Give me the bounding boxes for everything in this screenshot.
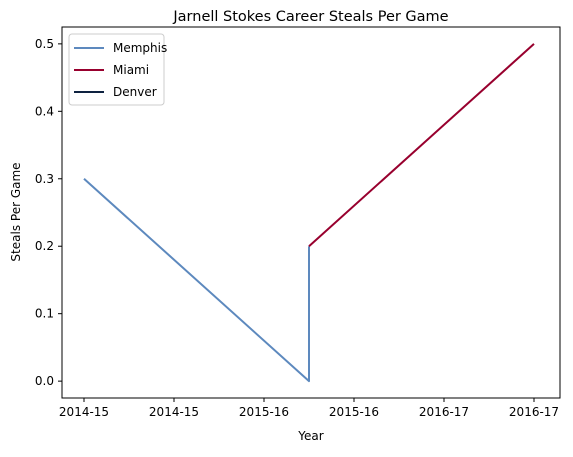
legend-item-denver: Denver xyxy=(74,85,157,99)
x-tick-label: 2016-17 xyxy=(419,405,469,419)
chart-title: Jarnell Stokes Career Steals Per Game xyxy=(172,9,448,25)
legend: Memphis Miami Denver xyxy=(68,33,167,106)
series-line-miami xyxy=(308,43,535,247)
y-tick-label: 0.0 xyxy=(35,374,54,388)
x-tick-label: 2015-16 xyxy=(239,405,289,419)
legend-item-miami: Miami xyxy=(74,63,149,77)
x-axis-title: Year xyxy=(297,429,323,443)
series-layer xyxy=(83,43,535,383)
y-tick-label: 0.1 xyxy=(35,307,54,321)
y-ticks: 0.0 0.1 0.2 0.3 0.4 0.5 xyxy=(35,37,62,388)
y-axis-title: Steals Per Game xyxy=(9,162,23,261)
series-line-memphis xyxy=(83,178,310,383)
legend-item-memphis: Memphis xyxy=(74,41,167,55)
x-ticks: 2014-15 2014-15 2015-16 2015-16 2016-17 2016-… xyxy=(59,398,559,419)
plot-frame xyxy=(61,26,561,399)
y-tick-label: 0.4 xyxy=(35,104,54,118)
x-tick-label: 2014-15 xyxy=(149,405,199,419)
legend-box xyxy=(68,33,165,106)
legend-label-denver: Denver xyxy=(113,85,157,99)
x-tick-label: 2016-17 xyxy=(509,405,559,419)
legend-label-memphis: Memphis xyxy=(113,41,167,55)
x-tick-label: 2014-15 xyxy=(59,405,109,419)
x-tick-label: 2015-16 xyxy=(329,405,379,419)
legend-label-miami: Miami xyxy=(113,63,149,77)
y-tick-label: 0.3 xyxy=(35,172,54,186)
y-tick-label: 0.2 xyxy=(35,239,54,253)
y-tick-label: 0.5 xyxy=(35,37,54,51)
